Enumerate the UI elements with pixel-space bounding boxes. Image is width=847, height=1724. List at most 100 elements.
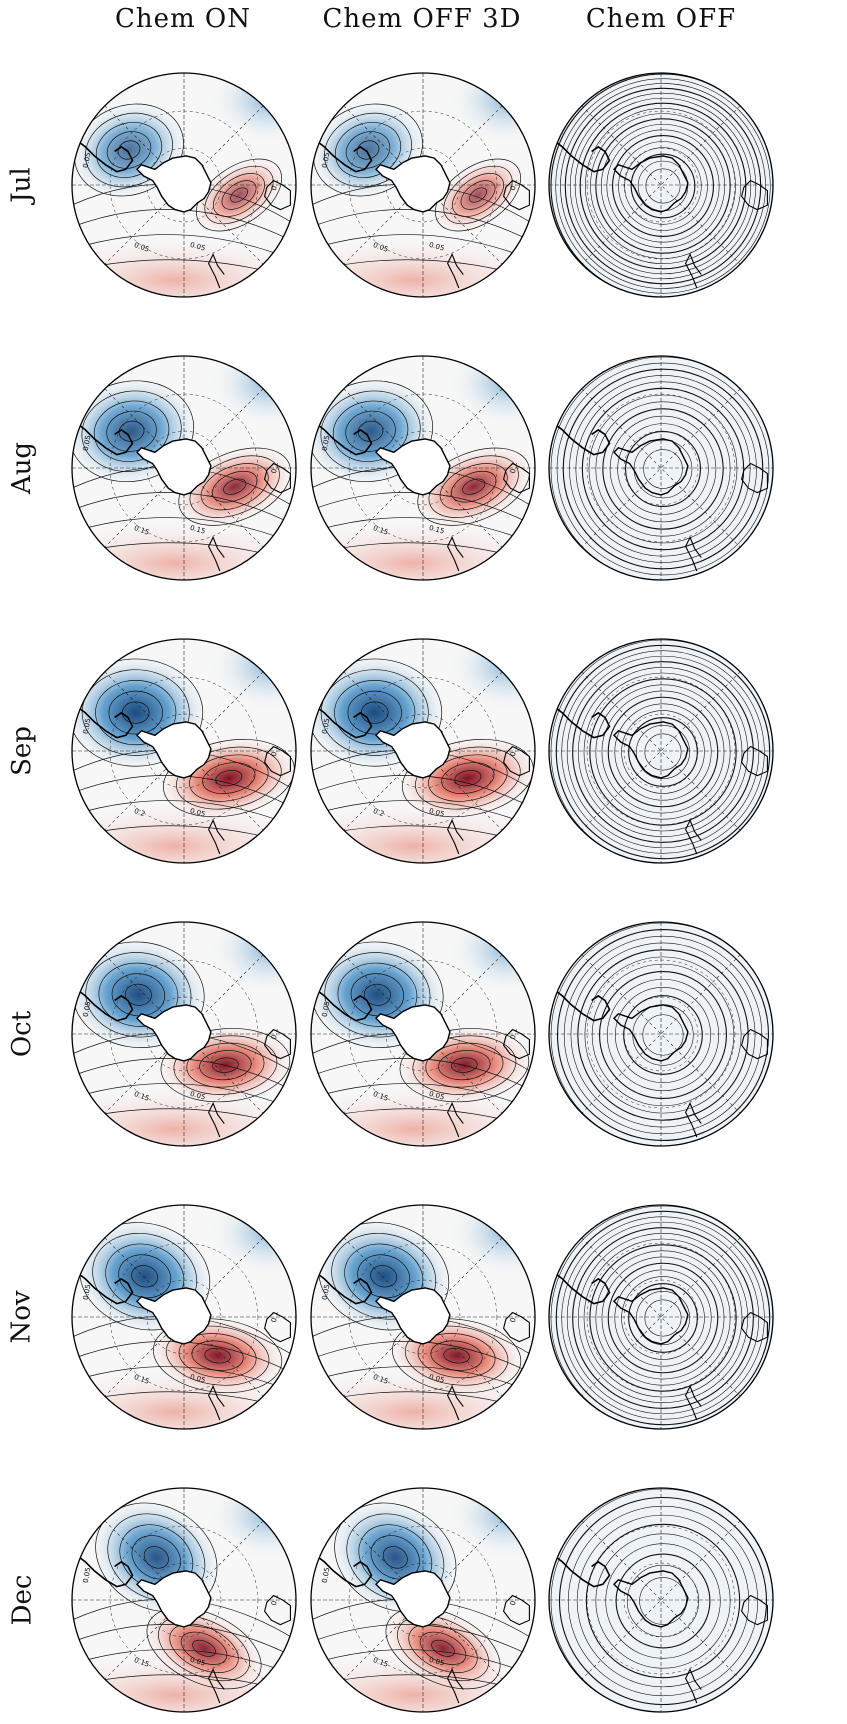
contour-label: 0.05	[428, 1373, 445, 1385]
column-title-chem-on: Chem ON	[114, 4, 251, 34]
map-chem_on-aug: 0.050.10.15 0.15	[71, 355, 297, 581]
south-america-coastline	[76, 1554, 134, 1588]
antarctica-coastline	[136, 438, 212, 496]
australia-coastline	[264, 745, 291, 777]
contour-label: 0.05	[321, 1001, 332, 1018]
new-zealand-coastline	[207, 1102, 225, 1138]
antarctica-coastline	[375, 1004, 451, 1062]
new-zealand-coastline	[207, 536, 225, 572]
antarctica-coastline	[136, 155, 212, 213]
australia-coastline	[741, 745, 768, 777]
map-frame	[548, 355, 774, 581]
map-chem_off-oct	[548, 921, 774, 1147]
contour-label: 0.1	[270, 179, 280, 191]
new-zealand-coastline	[207, 819, 225, 855]
antarctica-coastline	[613, 721, 689, 779]
map-chem_on-dec: 0.050.10.15 0.05	[71, 1487, 297, 1713]
south-america-coastline	[315, 1271, 373, 1305]
map-chem_off_3d-sep: 0.05 0.1 0.2 0.05	[310, 638, 536, 864]
map-chem_on-jul: 0.050.10.05 0.05	[71, 72, 297, 298]
map-frame	[548, 1204, 774, 1430]
antarctica-coastline	[136, 1570, 212, 1628]
contour-label: 0.1	[270, 1028, 280, 1040]
antarctica-coastline	[136, 721, 212, 779]
map-chem_off_3d-jul: 0.050.10.05 0.05	[310, 72, 536, 298]
new-zealand-coastline	[446, 819, 464, 855]
contour-label: 0.05	[321, 1567, 332, 1584]
south-america-coastline	[553, 422, 611, 456]
new-zealand-coastline	[684, 819, 702, 855]
new-zealand-coastline	[446, 1102, 464, 1138]
australia-coastline	[503, 462, 530, 494]
contour-label: 0.15	[189, 524, 206, 536]
contour-label: 0.05	[428, 1656, 445, 1668]
map-frame	[310, 355, 536, 581]
map-chem_off-dec	[548, 1487, 774, 1713]
contour-label: 0.05	[82, 1284, 93, 1301]
australia-coastline	[503, 1311, 530, 1343]
south-america-coastline	[76, 1271, 134, 1305]
map-frame	[71, 921, 297, 1147]
map-frame	[310, 1204, 536, 1430]
contour-label: 0.1	[509, 1028, 519, 1040]
new-zealand-coastline	[207, 253, 225, 289]
antarctica-coastline	[375, 1570, 451, 1628]
contour-label: 0.1	[270, 745, 280, 757]
new-zealand-coastline	[684, 1668, 702, 1704]
south-america-coastline	[553, 1554, 611, 1588]
antarctica-coastline	[375, 155, 451, 213]
antarctica-coastline	[136, 1004, 212, 1062]
column-title-chem-off: Chem OFF	[585, 4, 737, 34]
map-chem_off_3d-oct: 0.050.10.15 0.05	[310, 921, 536, 1147]
antarctica-coastline	[375, 438, 451, 496]
contour-label: 0.1	[270, 1594, 280, 1606]
contour-label: 0.1	[509, 1594, 519, 1606]
south-america-coastline	[76, 705, 134, 739]
map-frame	[71, 1487, 297, 1713]
contour-label: 0.05	[189, 1090, 206, 1102]
map-chem_on-oct: 0.050.10.15 0.05	[71, 921, 297, 1147]
antarctica-coastline	[613, 1570, 689, 1628]
map-chem_off-aug	[548, 355, 774, 581]
contour-label: 0.05	[189, 807, 206, 819]
australia-coastline	[264, 1594, 291, 1626]
australia-coastline	[503, 1028, 530, 1060]
new-zealand-coastline	[207, 1668, 225, 1704]
column-title-chem-off-3d: Chem OFF 3D	[322, 4, 522, 34]
australia-coastline	[264, 462, 291, 494]
antarctica-coastline	[375, 721, 451, 779]
map-chem_off_3d-dec: 0.050.10.15 0.05	[310, 1487, 536, 1713]
contour-label: 0.05	[82, 1001, 93, 1018]
new-zealand-coastline	[446, 1385, 464, 1421]
australia-coastline	[264, 1028, 291, 1060]
contour-label: 0.05	[428, 241, 445, 253]
antarctica-coastline	[613, 438, 689, 496]
new-zealand-coastline	[684, 1102, 702, 1138]
map-frame	[71, 72, 297, 298]
map-chem_off-nov	[548, 1204, 774, 1430]
australia-coastline	[503, 745, 530, 777]
contour-label: 0.05	[82, 1567, 93, 1584]
contour-label: 0.05	[321, 435, 332, 452]
australia-coastline	[503, 1594, 530, 1626]
contour-label: 0.1	[509, 462, 519, 474]
map-chem_off-jul	[548, 72, 774, 298]
antarctica-coastline	[375, 1287, 451, 1345]
australia-coastline	[741, 462, 768, 494]
south-america-coastline	[315, 1554, 373, 1588]
contour-label: 0.05	[82, 152, 93, 169]
contour-label: 0.15	[428, 524, 445, 536]
map-frame	[548, 638, 774, 864]
map-frame	[310, 72, 536, 298]
contour-label: 0.05	[428, 807, 445, 819]
new-zealand-coastline	[207, 1385, 225, 1421]
australia-coastline	[741, 179, 768, 211]
south-america-coastline	[315, 705, 373, 739]
south-america-coastline	[76, 988, 134, 1022]
south-america-coastline	[76, 422, 134, 456]
contour-label: 0.05	[82, 435, 93, 452]
new-zealand-coastline	[684, 1385, 702, 1421]
map-frame	[310, 1487, 536, 1713]
